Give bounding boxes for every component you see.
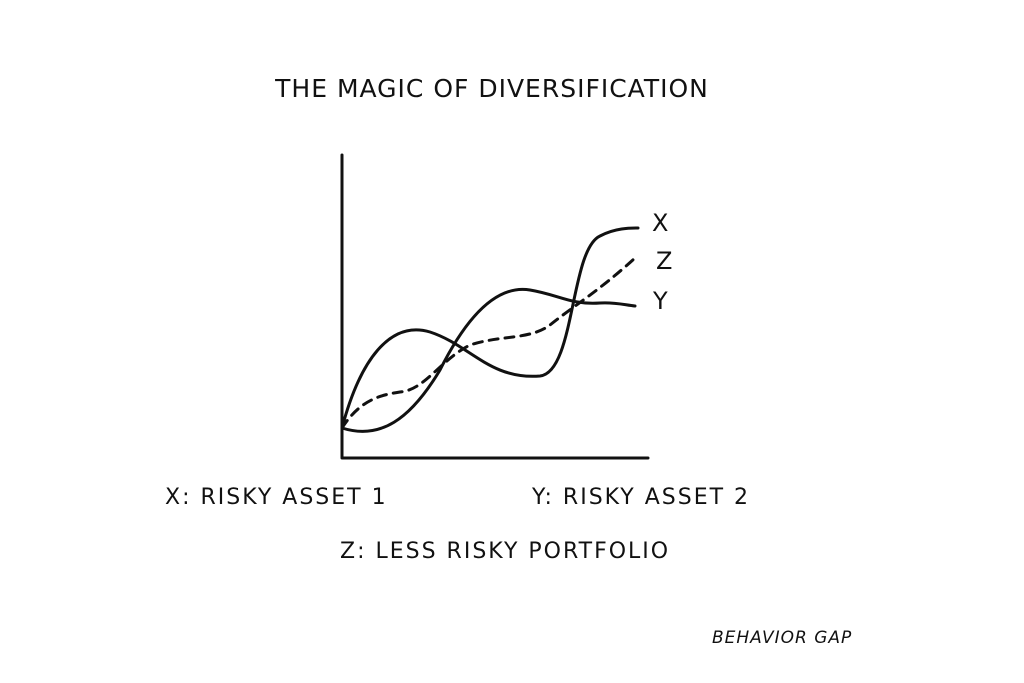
curve-label: Y xyxy=(652,287,668,315)
curve-x xyxy=(340,226,640,430)
legend-item: Z: LESS RISKY PORTFOLIO xyxy=(340,539,670,564)
legend-item: X: RISKY ASSET 1 xyxy=(165,485,388,510)
curve-y xyxy=(340,287,637,433)
curve-label: Z xyxy=(656,247,672,275)
credit: BEHAVIOR GAP xyxy=(712,628,852,648)
axes xyxy=(340,153,650,460)
curve-label: X xyxy=(652,209,668,237)
title: THE MAGIC OF DIVERSIFICATION xyxy=(274,74,709,103)
curve-z xyxy=(340,256,637,430)
legend-item: Y: RISKY ASSET 2 xyxy=(531,485,750,510)
